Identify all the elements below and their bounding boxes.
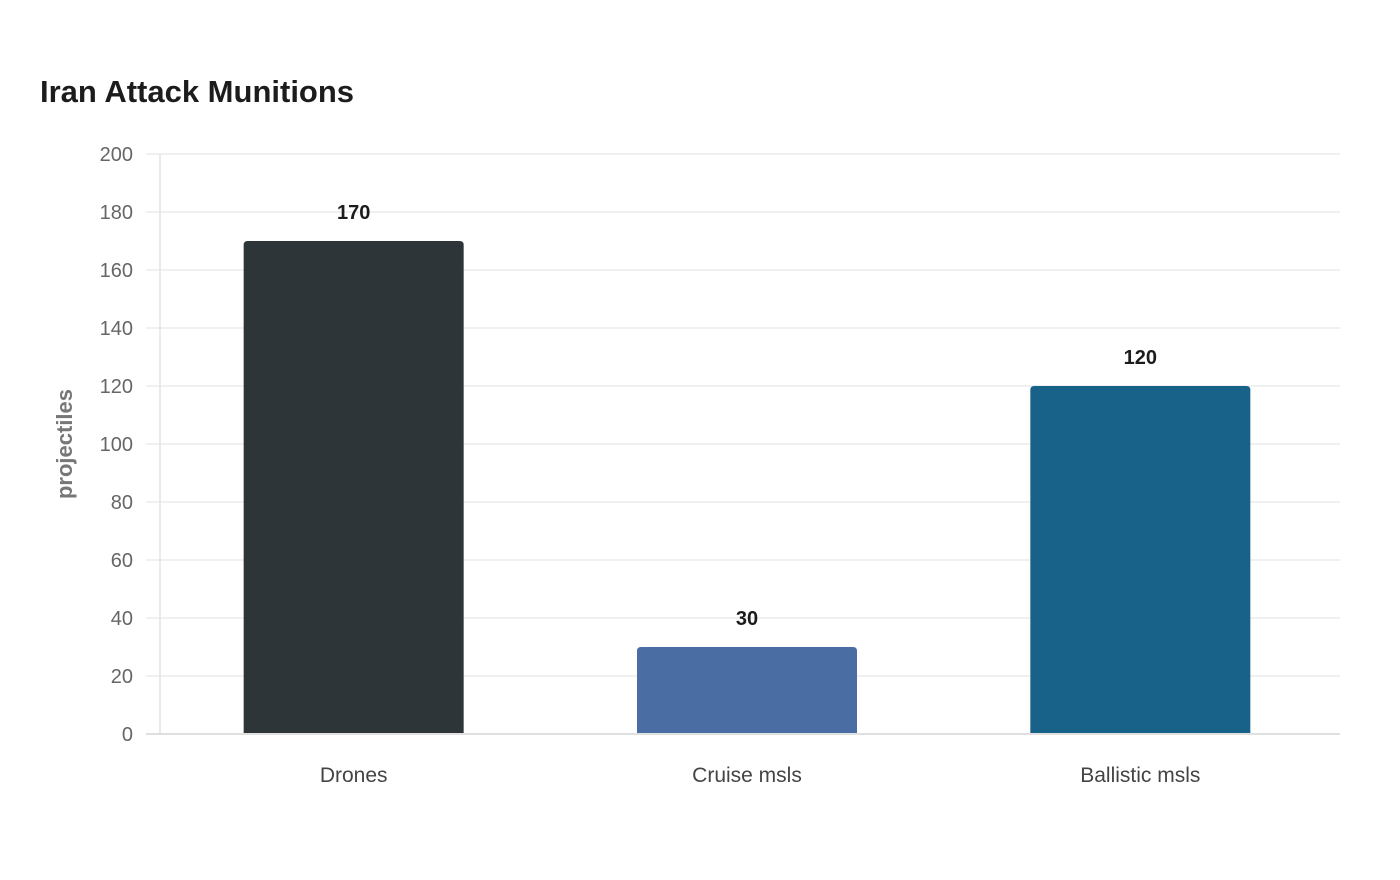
y-tick-label: 0 bbox=[122, 724, 133, 746]
y-tick-label: 60 bbox=[111, 550, 133, 572]
y-tick-label: 100 bbox=[100, 434, 133, 456]
y-tick-label: 200 bbox=[100, 144, 133, 166]
y-tick-labels: 0 20 40 60 80 100 120 140 160 180 200 bbox=[100, 144, 133, 746]
x-tick-label: Drones bbox=[320, 764, 388, 787]
y-tick-label: 180 bbox=[100, 202, 133, 224]
chart-title: Iran Attack Munitions bbox=[40, 74, 355, 109]
x-tick-label: Ballistic msls bbox=[1080, 764, 1200, 787]
bars bbox=[243, 241, 1251, 733]
data-label: 30 bbox=[736, 608, 758, 630]
bar-drones bbox=[243, 241, 464, 733]
data-label: 170 bbox=[337, 202, 370, 224]
data-labels: 170 30 120 bbox=[337, 202, 1157, 630]
x-tick-label: Cruise msls bbox=[692, 764, 802, 787]
axes bbox=[146, 154, 1340, 735]
data-label: 120 bbox=[1124, 347, 1157, 369]
y-tick-label: 160 bbox=[100, 260, 133, 282]
y-tick-label: 40 bbox=[111, 608, 133, 630]
y-tick-label: 20 bbox=[111, 666, 133, 688]
y-axis-title: projectiles bbox=[52, 389, 77, 499]
y-tick-label: 80 bbox=[111, 492, 133, 514]
y-tick-label: 120 bbox=[100, 376, 133, 398]
bar-ballistic-msls bbox=[1030, 386, 1251, 733]
x-tick-labels: Drones Cruise msls Ballistic msls bbox=[320, 764, 1201, 787]
bar-cruise-msls bbox=[637, 647, 857, 733]
y-tick-label: 140 bbox=[100, 318, 133, 340]
